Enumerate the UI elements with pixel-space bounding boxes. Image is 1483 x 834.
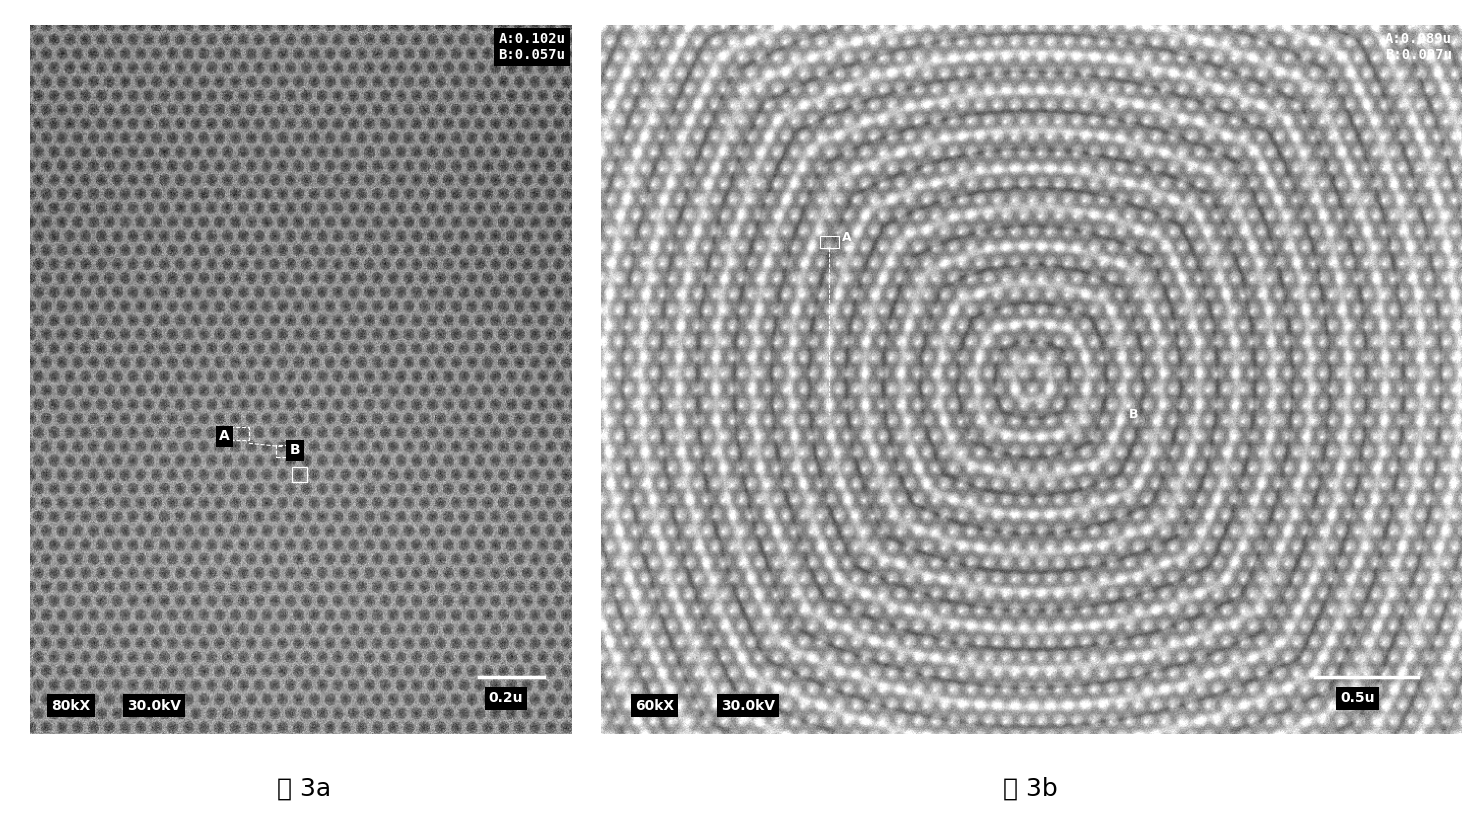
Text: A: A (219, 430, 230, 443)
Text: 30.0kV: 30.0kV (128, 699, 181, 712)
Text: 80kX: 80kX (52, 699, 90, 712)
Bar (230, 427, 249, 440)
Bar (292, 467, 307, 482)
Text: 30.0kV: 30.0kV (721, 699, 776, 712)
Bar (276, 445, 291, 457)
Text: 0.5u: 0.5u (1341, 691, 1375, 706)
Text: 图 3a: 图 3a (277, 776, 331, 800)
Text: A: A (841, 231, 851, 244)
Text: 0.2u: 0.2u (489, 691, 523, 706)
Text: 60kX: 60kX (635, 699, 675, 712)
Text: A:0.089u
B:0.097u: A:0.089u B:0.097u (1385, 33, 1452, 63)
Text: A:0.102u
B:0.057u: A:0.102u B:0.057u (498, 33, 565, 63)
Text: 图 3b: 图 3b (1004, 776, 1057, 800)
Bar (820, 235, 839, 249)
Text: B: B (289, 444, 300, 457)
Text: B: B (1129, 409, 1139, 421)
